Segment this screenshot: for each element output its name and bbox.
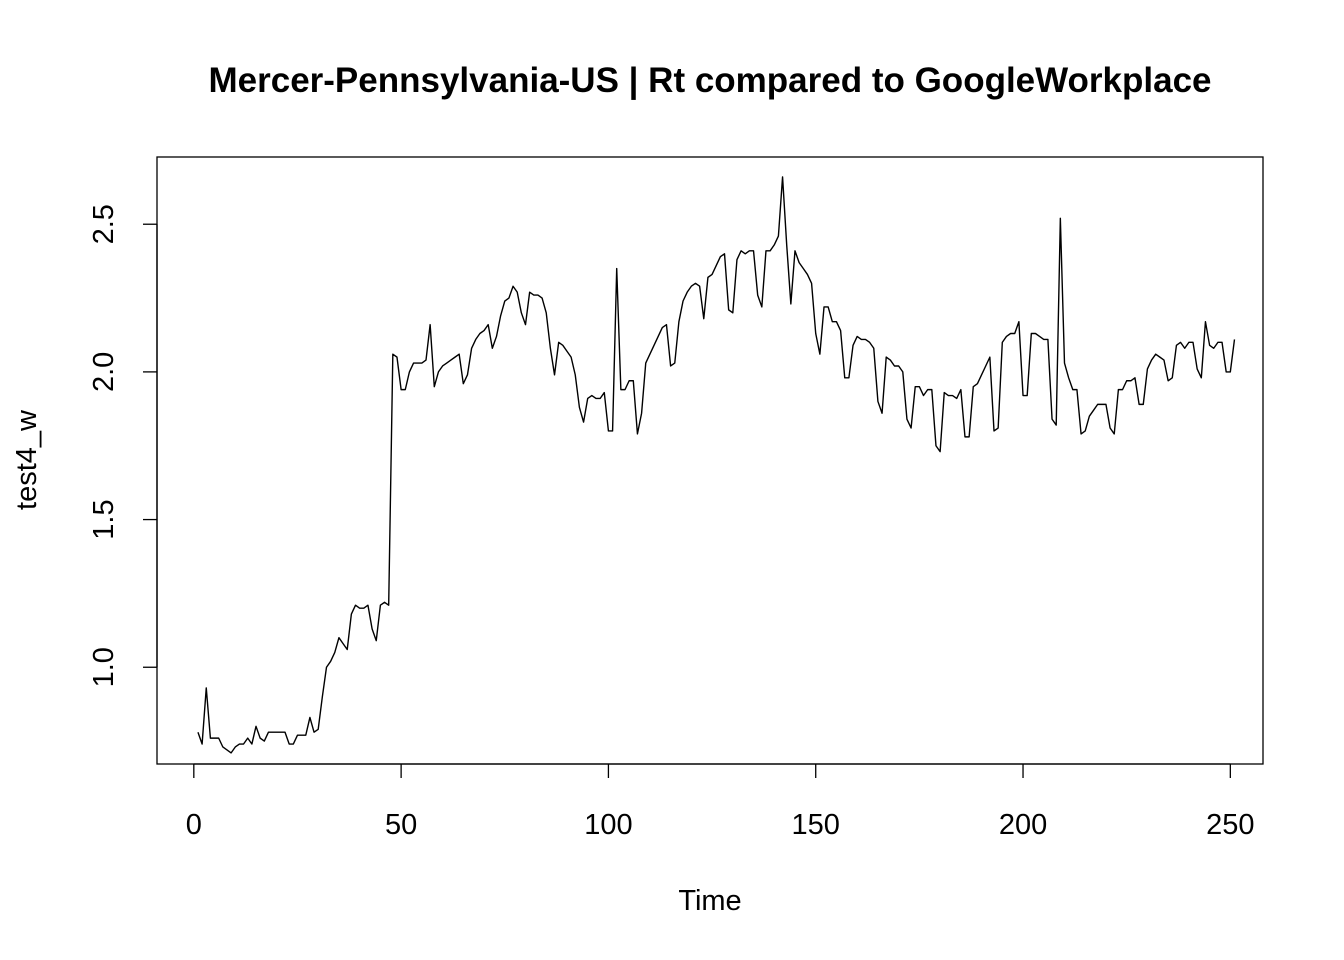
y-tick-label: 1.0	[88, 647, 120, 687]
y-tick-label: 1.5	[88, 499, 120, 539]
x-tick-label: 50	[385, 809, 417, 841]
x-tick-label: 150	[792, 809, 840, 841]
x-tick-label: 250	[1206, 809, 1254, 841]
y-axis-label: test4_w	[11, 409, 43, 510]
series-layer	[197, 176, 1236, 754]
x-tick-label: 0	[186, 809, 202, 841]
plot-frame	[156, 156, 1264, 765]
y-tick-label: 2.5	[88, 204, 120, 244]
x-tick-label: 100	[584, 809, 632, 841]
x-axis-label: Time	[678, 885, 741, 917]
y-axis: 1.0 1.5 2.0 2.5	[88, 204, 158, 687]
chart-title: Mercer-Pennsylvania-US | Rt compared to …	[208, 61, 1211, 100]
series-line	[197, 176, 1236, 754]
x-axis: 0 50 100 150 200 250	[186, 763, 1255, 841]
x-tick-label: 200	[999, 809, 1047, 841]
y-tick-label: 2.0	[88, 352, 120, 392]
